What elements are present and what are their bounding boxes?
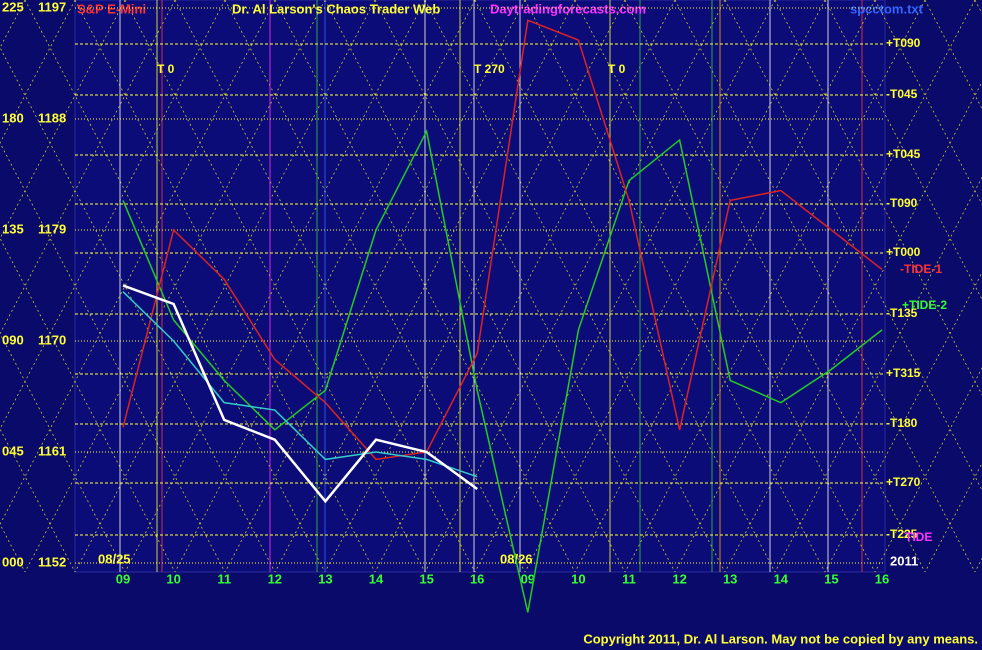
x-tick-label: 09 [116,571,130,586]
x-tick-label: 10 [166,571,180,586]
x-tick-label: 16 [470,571,484,586]
y-tick-label: 1161 [38,443,66,458]
series-line [122,284,478,504]
time-marker: T 270 [474,62,505,76]
year-label: 2011 [890,553,918,568]
site: Daytradingforecasts.com [490,1,646,16]
tide-label: TIDE [905,530,932,544]
flux-label: -T090 [886,196,918,210]
y-tick-label: 1170 [38,332,66,347]
angle-label: 045 [2,443,24,458]
angle-label: 135 [2,221,24,236]
angle-label: 090 [2,332,24,347]
chart-title: Dr. Al Larson's Chaos Trader Web [232,1,440,16]
x-tick-label: 15 [419,571,433,586]
x-tick-label: 11 [622,571,636,586]
flux-label: +T270 [886,475,921,489]
x-tick-label: 16 [875,571,889,586]
flux-label: +T090 [886,36,921,50]
series-line [122,291,478,478]
flux-label: +T000 [886,245,921,259]
x-tick-label: 14 [369,571,384,586]
time-marker: T 0 [157,62,175,76]
angle-label: 225 [2,0,24,14]
x-tick-label: 13 [723,571,737,586]
x-tick-label: 09 [521,571,535,586]
flux-label: -T045 [886,87,918,101]
time-marker: T 0 [608,62,626,76]
flux-label: +T045 [886,147,921,161]
flux-label: -T135 [886,306,918,320]
tide-label: +TIDE-2 [902,298,947,312]
symbol: S&P E-Mini [77,1,146,16]
tide-label: -TIDE-1 [900,262,942,276]
x-tick-label: 10 [571,571,585,586]
y-tick-label: 1179 [38,221,66,236]
series-line [122,129,883,613]
series-line [122,19,883,461]
copyright: Copyright 2011, Dr. Al Larson. May not b… [583,631,978,646]
x-tick-label: 11 [217,571,231,586]
flux-label: +T315 [886,366,921,380]
x-tick-label: 13 [318,571,332,586]
flux-label: -T225 [886,527,918,541]
x-tick-label: 12 [672,571,686,586]
date-label: 08/25 [98,551,131,566]
file-name: spcctom.txt [850,1,924,16]
flux-label: -T180 [886,416,918,430]
y-tick-label: 1197 [38,0,66,14]
angle-label: 180 [2,110,24,125]
y-tick-label: 1188 [38,110,66,125]
x-tick-label: 15 [824,571,838,586]
angle-label: 000 [2,554,24,569]
y-tick-label: 1152 [38,554,66,569]
x-tick-label: 12 [268,571,282,586]
x-tick-label: 14 [774,571,789,586]
decorations [0,0,982,573]
